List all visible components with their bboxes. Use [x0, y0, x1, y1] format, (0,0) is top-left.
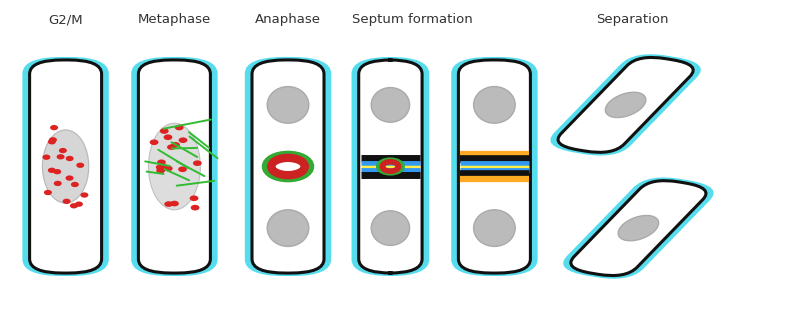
Ellipse shape — [42, 155, 50, 160]
Ellipse shape — [167, 144, 176, 150]
Ellipse shape — [170, 201, 179, 206]
FancyBboxPatch shape — [30, 60, 102, 273]
Ellipse shape — [71, 182, 79, 187]
Ellipse shape — [175, 125, 184, 130]
Ellipse shape — [80, 192, 88, 198]
Ellipse shape — [156, 165, 165, 170]
FancyBboxPatch shape — [252, 60, 324, 273]
FancyBboxPatch shape — [131, 57, 218, 276]
Ellipse shape — [171, 142, 180, 148]
Ellipse shape — [157, 160, 166, 165]
Ellipse shape — [156, 168, 165, 173]
Ellipse shape — [164, 166, 173, 171]
Ellipse shape — [178, 138, 187, 143]
FancyBboxPatch shape — [550, 54, 701, 156]
Text: Separation: Separation — [596, 13, 668, 26]
Ellipse shape — [474, 87, 515, 123]
Ellipse shape — [267, 87, 309, 123]
FancyBboxPatch shape — [451, 57, 538, 276]
FancyBboxPatch shape — [358, 60, 422, 273]
Ellipse shape — [159, 164, 168, 169]
Ellipse shape — [42, 130, 89, 203]
Ellipse shape — [76, 163, 84, 168]
FancyBboxPatch shape — [570, 180, 706, 276]
Ellipse shape — [193, 160, 202, 166]
Ellipse shape — [54, 169, 62, 174]
Ellipse shape — [66, 175, 74, 181]
Text: Anaphase: Anaphase — [255, 13, 321, 26]
Ellipse shape — [267, 210, 309, 246]
Ellipse shape — [49, 137, 57, 143]
Ellipse shape — [474, 210, 515, 246]
Ellipse shape — [66, 156, 74, 161]
Ellipse shape — [160, 128, 169, 134]
Ellipse shape — [618, 215, 658, 241]
FancyBboxPatch shape — [22, 57, 109, 276]
Text: Metaphase: Metaphase — [138, 13, 211, 26]
Text: Septum formation: Septum formation — [352, 13, 472, 26]
FancyBboxPatch shape — [458, 60, 530, 273]
FancyBboxPatch shape — [563, 177, 714, 279]
Ellipse shape — [54, 181, 62, 186]
Ellipse shape — [371, 88, 410, 122]
Ellipse shape — [75, 201, 83, 207]
Ellipse shape — [190, 195, 198, 201]
FancyBboxPatch shape — [558, 57, 694, 153]
Text: G2/M: G2/M — [48, 13, 83, 26]
Ellipse shape — [70, 203, 78, 208]
FancyBboxPatch shape — [138, 60, 210, 273]
FancyBboxPatch shape — [245, 57, 331, 276]
Ellipse shape — [59, 148, 67, 153]
Ellipse shape — [50, 125, 58, 130]
Ellipse shape — [57, 154, 65, 160]
Ellipse shape — [178, 166, 187, 172]
Ellipse shape — [44, 190, 52, 195]
Ellipse shape — [190, 205, 199, 210]
FancyBboxPatch shape — [351, 57, 430, 276]
Ellipse shape — [164, 201, 173, 207]
Ellipse shape — [48, 167, 56, 173]
Ellipse shape — [62, 199, 70, 204]
Ellipse shape — [48, 139, 56, 145]
Ellipse shape — [163, 135, 172, 140]
Ellipse shape — [150, 140, 158, 145]
Ellipse shape — [371, 211, 410, 245]
Ellipse shape — [148, 123, 200, 210]
Ellipse shape — [606, 92, 646, 118]
